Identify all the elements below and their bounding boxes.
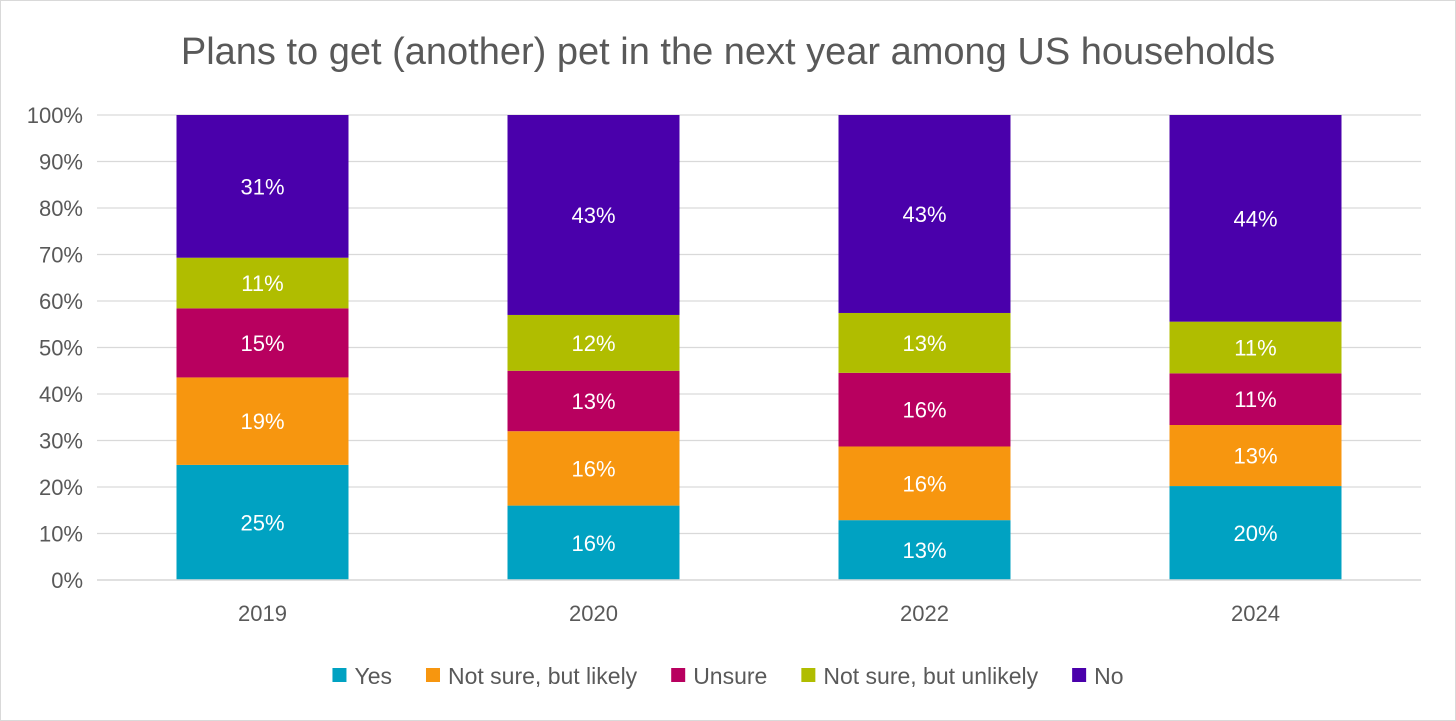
- bar-segment: [176, 464, 349, 580]
- data-label: 13%: [1233, 444, 1277, 469]
- y-tick-label: 30%: [39, 429, 83, 454]
- legend-swatch: [801, 668, 816, 682]
- x-axis: 2019 2020 2022 2024: [97, 579, 1421, 626]
- bar-segment: [176, 257, 349, 309]
- data-label: 11%: [241, 271, 283, 296]
- data-label: 43%: [571, 203, 615, 228]
- x-tick-label: 2020: [569, 601, 618, 626]
- bar-segment: [507, 431, 680, 506]
- bar-segment: [176, 377, 349, 465]
- y-axis: 0% 10% 20% 30% 40% 50% 60% 70% 80% 90% 100%: [27, 103, 83, 593]
- data-label: 13%: [571, 389, 615, 414]
- data-label: 12%: [571, 331, 615, 356]
- y-tick-label: 50%: [39, 336, 83, 361]
- data-label: 16%: [571, 531, 615, 556]
- data-label: 16%: [902, 398, 946, 423]
- y-tick-label: 40%: [39, 382, 83, 407]
- data-label: 31%: [240, 174, 284, 199]
- bar-segment: [1169, 321, 1342, 374]
- legend-label: Not sure, but likely: [448, 663, 638, 689]
- data-label: 44%: [1233, 206, 1277, 231]
- data-label: 16%: [902, 471, 946, 496]
- bar-segment: [507, 505, 680, 580]
- bar-segment: [838, 115, 1011, 313]
- legend-item: No: [1072, 663, 1124, 689]
- legend-swatch: [1072, 668, 1087, 682]
- bar-segment: [507, 314, 680, 371]
- bar-segment: [838, 372, 1011, 447]
- data-label: 13%: [902, 538, 946, 563]
- data-label: 16%: [571, 456, 615, 481]
- legend-swatch: [671, 668, 686, 682]
- bar-segment: [507, 115, 680, 315]
- legend-item: Not sure, but unlikely: [801, 663, 1039, 689]
- y-tick-label: 60%: [39, 289, 83, 314]
- bars: 25% 19% 15% 11% 31% 16% 16% 13% 12% 43% 13% 16% 16% 1…: [176, 115, 1342, 580]
- data-label: 13%: [902, 331, 946, 356]
- legend-label: Yes: [354, 663, 392, 689]
- chart-title: Plans to get (another) pet in the next y…: [181, 31, 1275, 73]
- data-label: 20%: [1233, 521, 1277, 546]
- data-label: 11%: [1234, 336, 1276, 361]
- data-label: 15%: [240, 331, 284, 356]
- bar-segment: [838, 446, 1011, 521]
- bar-segment: [1169, 373, 1342, 425]
- bar-segment: [1169, 486, 1342, 580]
- y-tick-label: 0%: [51, 568, 83, 593]
- y-tick-label: 80%: [39, 196, 83, 221]
- bar-segment: [176, 308, 349, 378]
- data-label: 25%: [240, 510, 284, 535]
- legend-item: Not sure, but likely: [425, 663, 638, 689]
- y-tick-label: 100%: [27, 103, 83, 128]
- x-tick-label: 2022: [900, 601, 949, 626]
- legend-label: Unsure: [693, 663, 767, 689]
- legend-item: Yes: [332, 663, 392, 689]
- x-tick-label: 2024: [1231, 601, 1280, 626]
- y-tick-label: 10%: [39, 522, 83, 547]
- legend: Yes Not sure, but likely Unsure Not sure, b…: [332, 663, 1124, 689]
- legend-item: Unsure: [671, 663, 767, 689]
- bar-segment: [838, 312, 1011, 373]
- data-label: 43%: [902, 202, 946, 227]
- legend-label: No: [1094, 663, 1123, 689]
- y-tick-label: 90%: [39, 150, 83, 175]
- bar-segment: [176, 115, 349, 258]
- bar-segment: [507, 370, 680, 432]
- legend-swatch: [425, 668, 440, 682]
- legend-swatch: [332, 668, 347, 682]
- bar-segment: [838, 520, 1011, 580]
- data-label: 19%: [240, 409, 284, 434]
- x-tick-label: 2019: [238, 601, 287, 626]
- data-label: 11%: [1234, 387, 1276, 412]
- bar-segment: [1169, 425, 1342, 487]
- legend-label: Not sure, but unlikely: [823, 663, 1038, 689]
- y-tick-label: 20%: [39, 475, 83, 500]
- bar-segment: [1169, 115, 1342, 322]
- y-tick-label: 70%: [39, 243, 83, 268]
